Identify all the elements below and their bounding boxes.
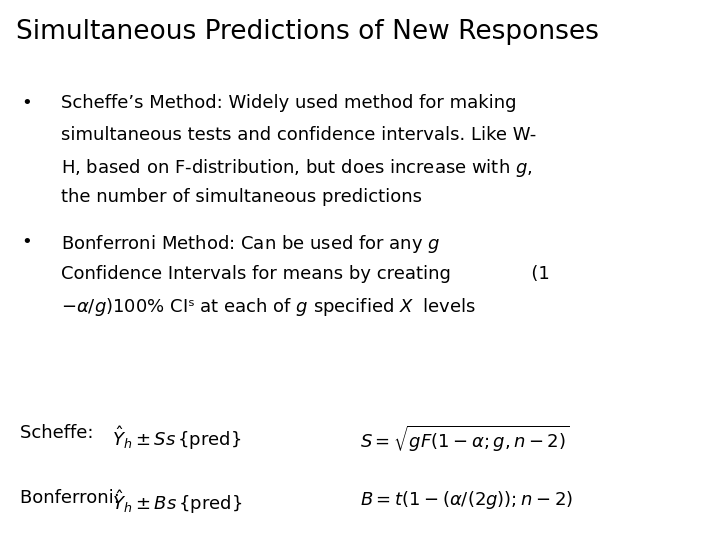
Text: Simultaneous Predictions of New Responses: Simultaneous Predictions of New Response… [16,19,599,45]
Text: •: • [22,94,32,112]
Text: Scheffe’s Method: Widely used method for making: Scheffe’s Method: Widely used method for… [61,94,517,112]
Text: $-\alpha/g$)100% CIˢ at each of $g$ specified $X\;$ levels: $-\alpha/g$)100% CIˢ at each of $g$ spec… [61,296,476,318]
Text: Confidence Intervals for means by creating              (1: Confidence Intervals for means by creati… [61,265,550,282]
Text: $\hat{Y}_h \pm Bs\,\{\mathrm{pred}\}$: $\hat{Y}_h \pm Bs\,\{\mathrm{pred}\}$ [112,489,242,516]
Text: $\hat{Y}_h \pm Ss\,\{\mathrm{pred}\}$: $\hat{Y}_h \pm Ss\,\{\mathrm{pred}\}$ [112,424,241,451]
Text: simultaneous tests and confidence intervals. Like W-: simultaneous tests and confidence interv… [61,126,536,144]
Text: $S = \sqrt{gF\left(1-\alpha; g, n-2\right)}$: $S = \sqrt{gF\left(1-\alpha; g, n-2\righ… [360,424,570,454]
Text: H, based on F-distribution, but does increase with $g$,: H, based on F-distribution, but does inc… [61,157,533,179]
Text: the number of simultaneous predictions: the number of simultaneous predictions [61,188,422,206]
Text: •: • [22,233,32,251]
Text: $B = t\left(1 - \left(\alpha/(2g)\right); n-2\right)$: $B = t\left(1 - \left(\alpha/(2g)\right)… [360,489,573,511]
Text: Scheffe:: Scheffe: [20,424,99,442]
Text: Bonferroni Method: Can be used for any $g$: Bonferroni Method: Can be used for any $… [61,233,441,255]
Text: Bonferroni:: Bonferroni: [20,489,126,507]
